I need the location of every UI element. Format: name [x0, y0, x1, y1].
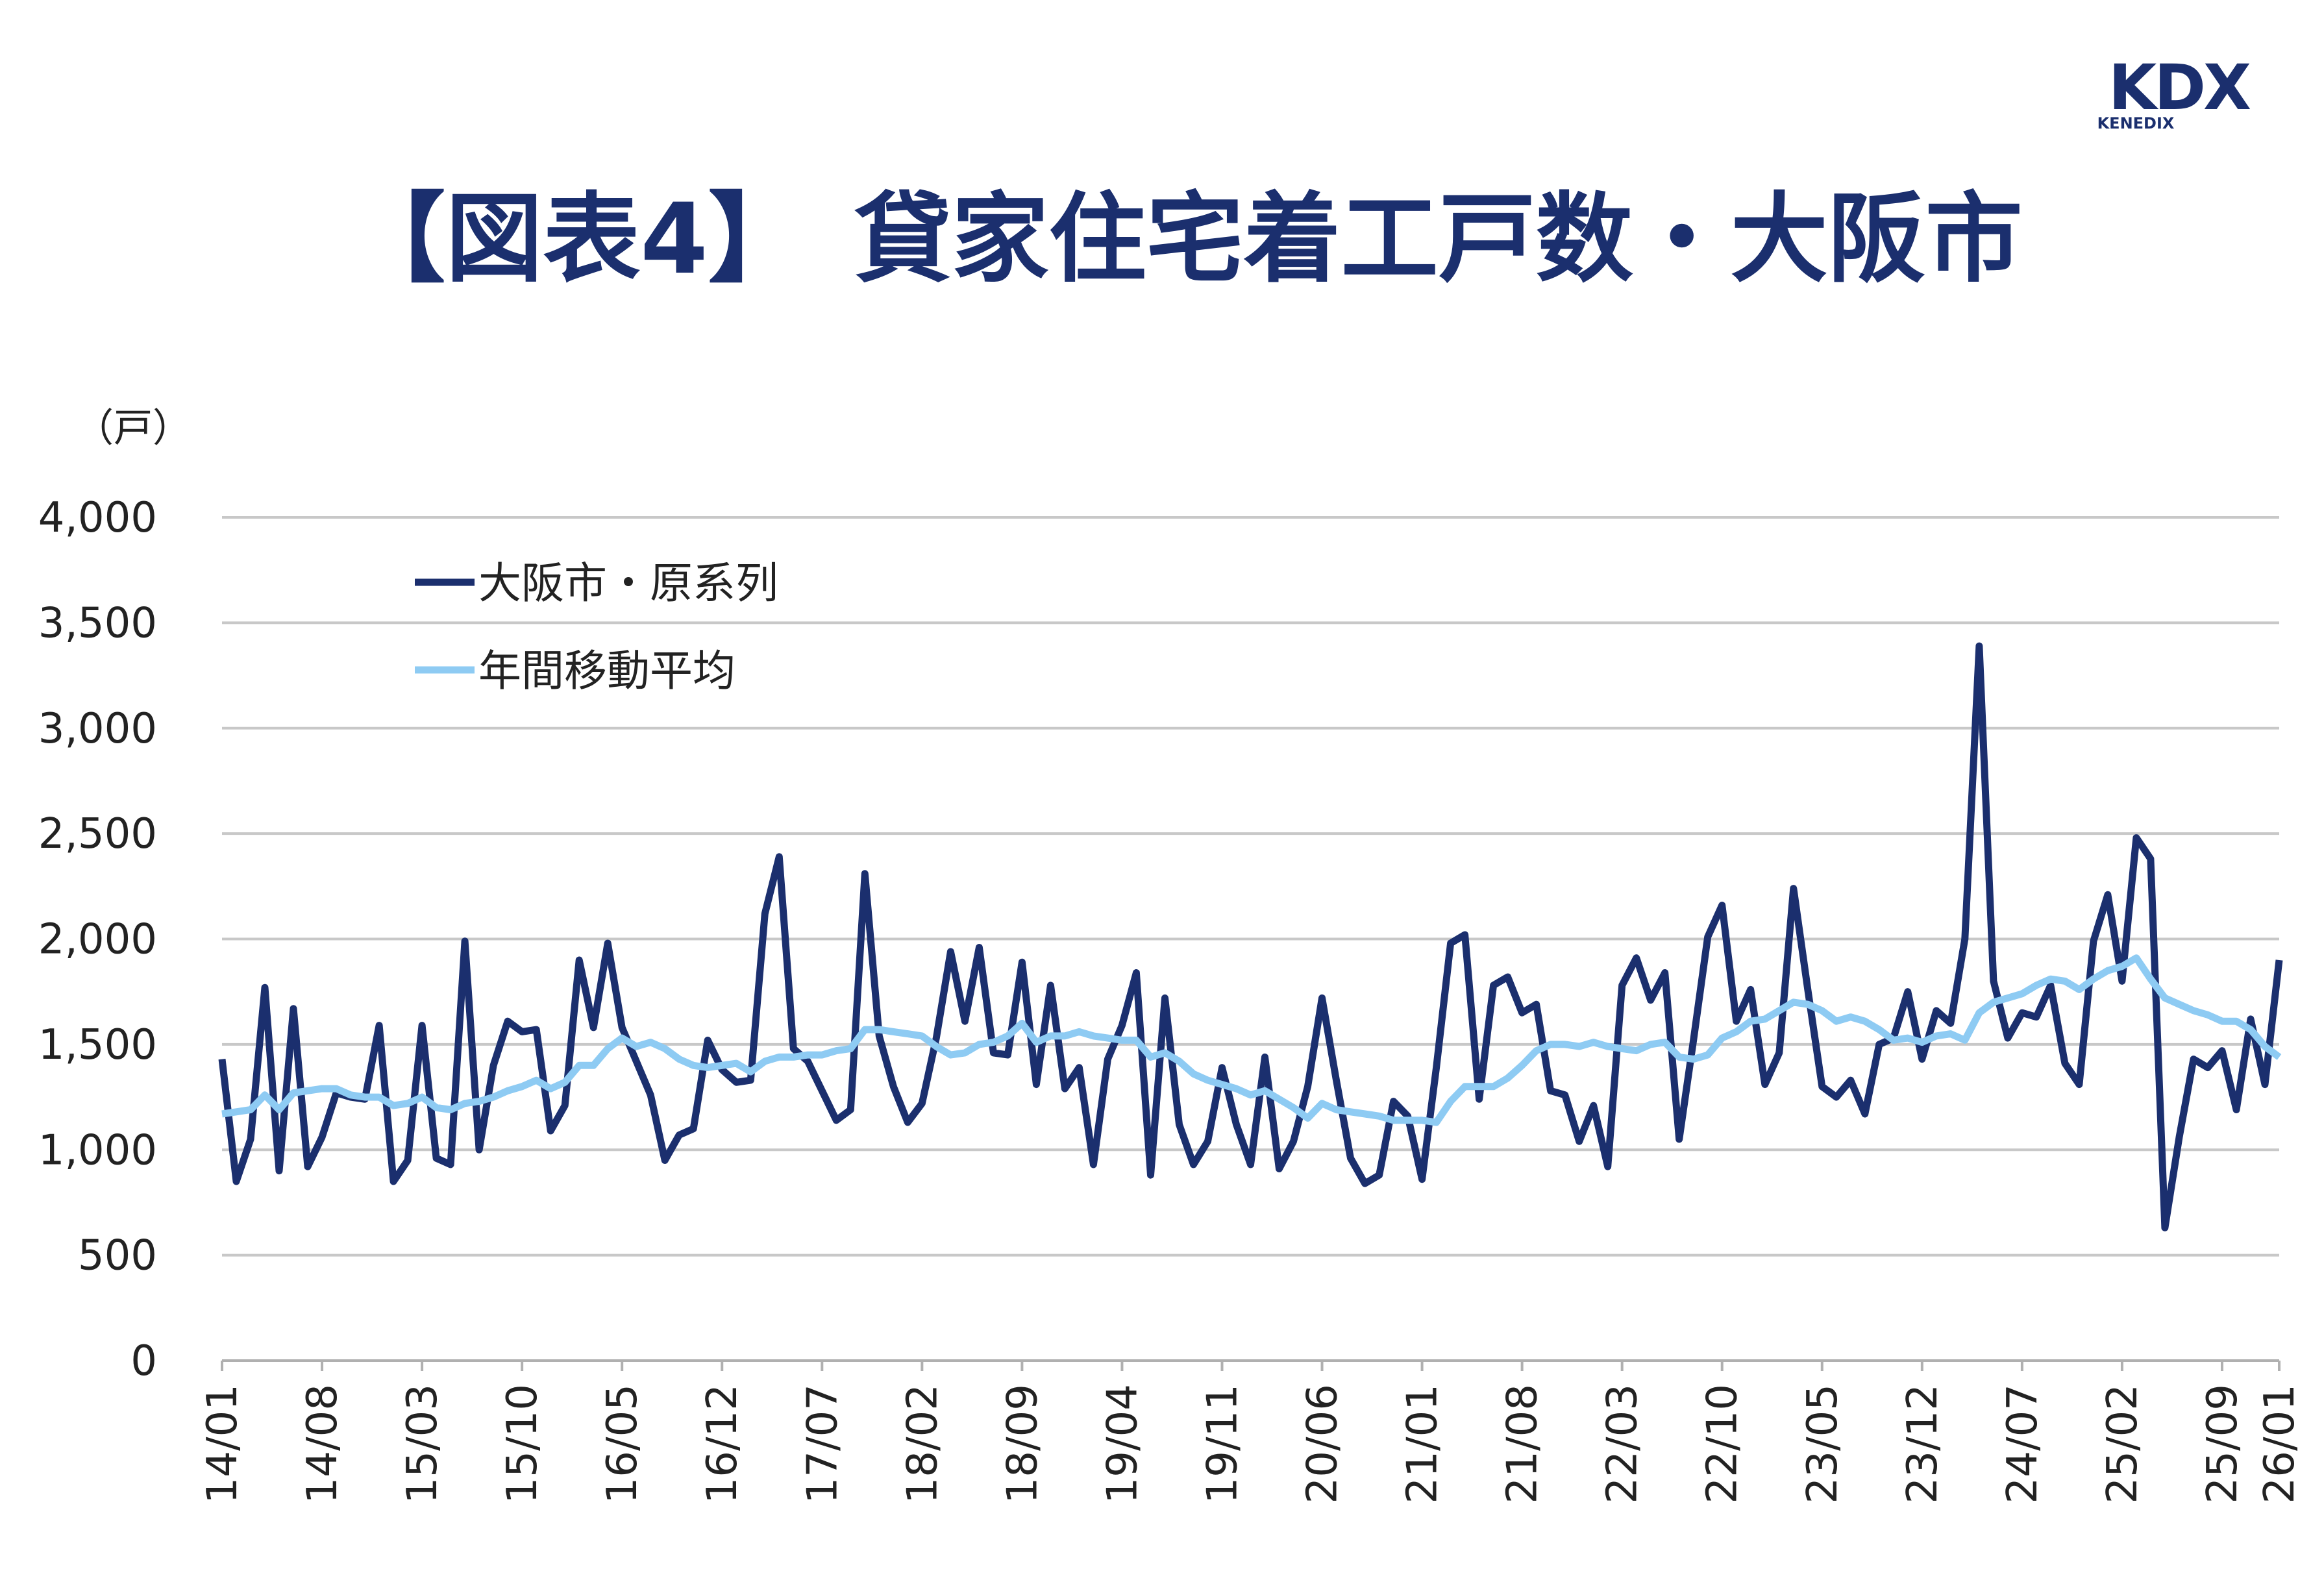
- y-tick-label: 4,000: [38, 494, 157, 542]
- x-tick-label: 18/09: [998, 1384, 1046, 1503]
- y-tick-label: 0: [130, 1337, 157, 1385]
- y-tick-label: 2,500: [38, 810, 157, 858]
- x-tick-label: 20/06: [1299, 1384, 1347, 1503]
- x-tick-label: 26/01: [2256, 1384, 2304, 1503]
- y-tick-label: 500: [78, 1232, 157, 1280]
- y-tick-label: 3,000: [38, 705, 157, 753]
- x-tick-label: 18/02: [898, 1384, 946, 1503]
- legend-label: 大阪市・原系列: [478, 558, 778, 608]
- x-tick-label: 15/03: [399, 1384, 447, 1503]
- x-tick-label: 21/08: [1499, 1384, 1547, 1503]
- x-tick-label: 14/08: [299, 1384, 347, 1503]
- x-tick-label: 25/09: [2199, 1384, 2247, 1503]
- x-tick-label: 14/01: [199, 1384, 247, 1503]
- x-tick-label: 23/12: [1899, 1384, 1947, 1503]
- x-tick-label: 16/05: [599, 1384, 647, 1503]
- logo-sub: KENEDIX: [2097, 114, 2175, 132]
- series-line: [221, 954, 2282, 1126]
- x-tick-label: 22/03: [1599, 1384, 1647, 1503]
- x-tick-label: 19/11: [1198, 1384, 1246, 1503]
- x-tick-label: 15/10: [499, 1384, 547, 1503]
- chart-title: 【図表4】 貸家住宅着工戸数・大阪市: [348, 183, 2022, 296]
- x-tick-label: 19/04: [1098, 1384, 1146, 1503]
- x-tick-label: 16/12: [698, 1384, 747, 1503]
- x-tick-label: 24/07: [1999, 1384, 2047, 1503]
- x-tick-label: 21/01: [1399, 1384, 1447, 1503]
- y-tick-label: 1,000: [38, 1126, 157, 1174]
- logo-mark: KDX: [2108, 51, 2251, 124]
- y-tick-label: 1,500: [38, 1021, 157, 1069]
- series-line: [218, 642, 2283, 1231]
- x-tick-label: 25/02: [2099, 1384, 2147, 1503]
- y-tick-label: 3,500: [38, 599, 157, 647]
- x-tick-label: 23/05: [1799, 1384, 1847, 1503]
- x-tick-label: 17/07: [798, 1384, 847, 1503]
- x-tick-label: 22/10: [1699, 1384, 1747, 1503]
- y-tick-label: 2,000: [38, 916, 157, 964]
- y-unit-label: （戸）: [75, 406, 192, 451]
- legend-label: 年間移動平均: [478, 646, 736, 696]
